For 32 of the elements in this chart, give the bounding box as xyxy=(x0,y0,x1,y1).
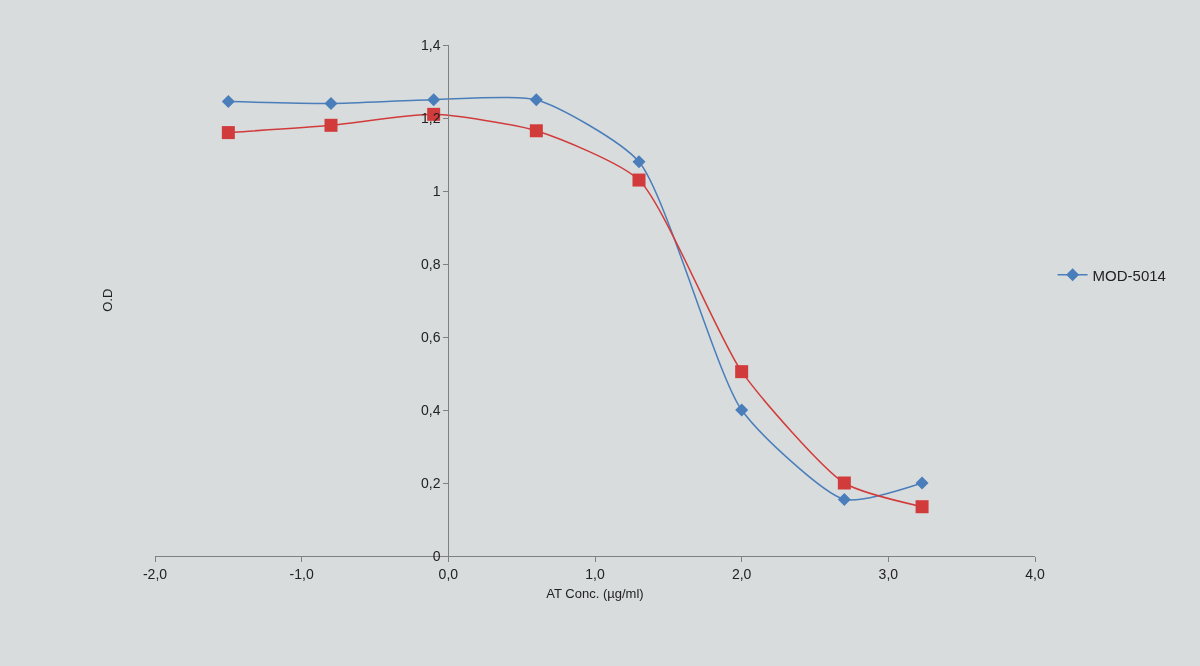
x-tick-label: 1,0 xyxy=(585,565,605,582)
x-tick-label: -2,0 xyxy=(142,565,168,582)
point xyxy=(324,118,338,132)
x-tick-label: 4,0 xyxy=(1025,565,1045,582)
point xyxy=(837,492,851,506)
legend-label: MOD-5014 xyxy=(1092,266,1166,284)
point xyxy=(837,476,851,490)
x-axis-title: AT Conc. (µg/ml) xyxy=(546,586,644,602)
point xyxy=(221,95,235,109)
point xyxy=(632,173,646,187)
point xyxy=(529,124,543,138)
point xyxy=(221,126,235,140)
y-tick-label: 0,2 xyxy=(421,474,441,491)
point xyxy=(915,500,929,514)
point xyxy=(735,365,749,379)
y-axis-title: O.D xyxy=(99,288,115,312)
y-tick-label: 1 xyxy=(432,182,441,199)
x-tick-label: 2,0 xyxy=(731,565,752,582)
x-tick-label: -1,0 xyxy=(289,565,314,582)
y-tick-label: 0 xyxy=(432,547,441,564)
y-tick-label: 0,6 xyxy=(421,328,441,345)
y-tick-label: 1,4 xyxy=(421,36,441,53)
x-tick-label: 0,0 xyxy=(438,565,459,582)
point xyxy=(324,96,338,110)
x-tick-label: 3,0 xyxy=(878,565,899,582)
point xyxy=(529,93,543,107)
point xyxy=(915,476,929,490)
point xyxy=(735,403,749,417)
point xyxy=(427,93,441,107)
y-tick-label: 0,8 xyxy=(421,255,441,272)
y-tick-label: 0,4 xyxy=(421,401,441,418)
point xyxy=(632,155,646,169)
